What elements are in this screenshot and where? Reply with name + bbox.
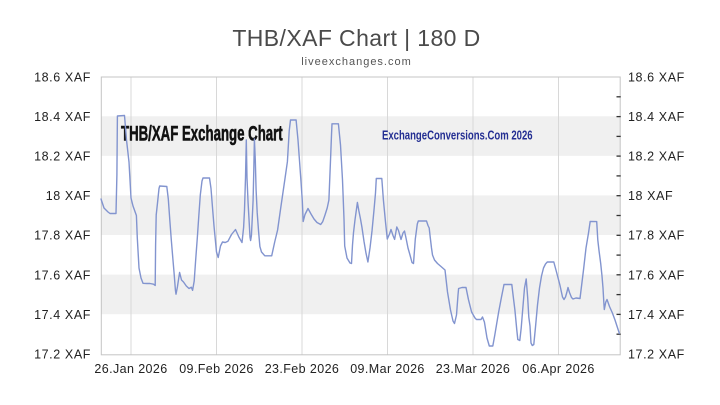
- svg-text:18.2 XAF: 18.2 XAF: [34, 150, 91, 164]
- svg-text:06.Apr 2026: 06.Apr 2026: [522, 362, 595, 376]
- svg-text:18 XAF: 18 XAF: [46, 189, 91, 203]
- svg-text:18.6 XAF: 18.6 XAF: [628, 71, 685, 85]
- svg-text:09.Mar 2026: 09.Mar 2026: [350, 362, 425, 376]
- svg-text:18.4 XAF: 18.4 XAF: [628, 110, 685, 124]
- svg-text:18.4 XAF: 18.4 XAF: [34, 110, 91, 124]
- svg-text:17.4 XAF: 17.4 XAF: [628, 308, 685, 322]
- svg-text:23.Mar 2026: 23.Mar 2026: [436, 362, 511, 376]
- svg-text:17.6 XAF: 17.6 XAF: [34, 268, 91, 282]
- svg-text:26.Jan 2026: 26.Jan 2026: [94, 362, 167, 376]
- svg-text:17.6 XAF: 17.6 XAF: [628, 268, 685, 282]
- svg-text:THB/XAF Chart | 180 D: THB/XAF Chart | 180 D: [232, 25, 480, 51]
- svg-text:liveexchanges.com: liveexchanges.com: [301, 56, 412, 68]
- svg-text:23.Feb 2026: 23.Feb 2026: [265, 362, 340, 376]
- svg-text:17.8 XAF: 17.8 XAF: [628, 229, 685, 243]
- svg-text:THB/XAF Exchange Chart: THB/XAF Exchange Chart: [121, 121, 283, 145]
- svg-text:18 XAF: 18 XAF: [628, 189, 673, 203]
- svg-text:17.4 XAF: 17.4 XAF: [34, 308, 91, 322]
- svg-text:09.Feb 2026: 09.Feb 2026: [179, 362, 254, 376]
- svg-text:17.2 XAF: 17.2 XAF: [628, 347, 685, 361]
- svg-text:17.8 XAF: 17.8 XAF: [34, 229, 91, 243]
- svg-text:18.6 XAF: 18.6 XAF: [34, 71, 91, 85]
- svg-text:18.2 XAF: 18.2 XAF: [628, 150, 685, 164]
- svg-text:17.2 XAF: 17.2 XAF: [34, 347, 91, 361]
- svg-text:ExchangeConversions.Com 2026: ExchangeConversions.Com 2026: [382, 129, 533, 143]
